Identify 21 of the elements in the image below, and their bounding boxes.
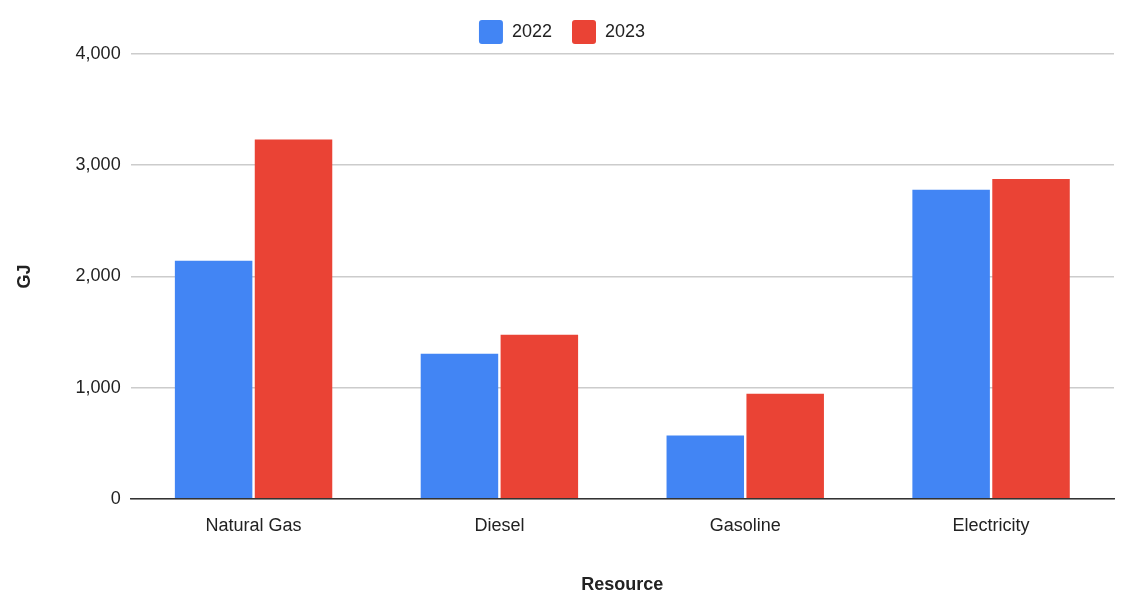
bar: [174, 260, 253, 499]
x-tick-label: Gasoline: [709, 514, 781, 535]
bar: [500, 334, 579, 499]
y-tick-label: 2,000: [75, 265, 121, 286]
y-tick-label: 0: [110, 487, 121, 508]
bar: [254, 139, 333, 499]
y-axis-title: GJ: [13, 264, 34, 289]
bar: [420, 353, 499, 499]
x-tick-label: Electricity: [952, 514, 1030, 535]
x-tick-label: Natural Gas: [205, 514, 302, 535]
legend-label: 2022: [511, 20, 552, 41]
x-axis-title: Resource: [581, 574, 664, 595]
y-tick-label: 3,000: [75, 154, 121, 175]
bar: [746, 393, 824, 499]
bar: [912, 189, 990, 499]
bar: [666, 435, 745, 499]
bar: [992, 179, 1070, 499]
x-tick-label: Diesel: [474, 514, 525, 535]
y-tick-label: 1,000: [75, 376, 121, 397]
legend-label: 2023: [605, 20, 646, 41]
y-tick-label: 4,000: [75, 42, 121, 63]
